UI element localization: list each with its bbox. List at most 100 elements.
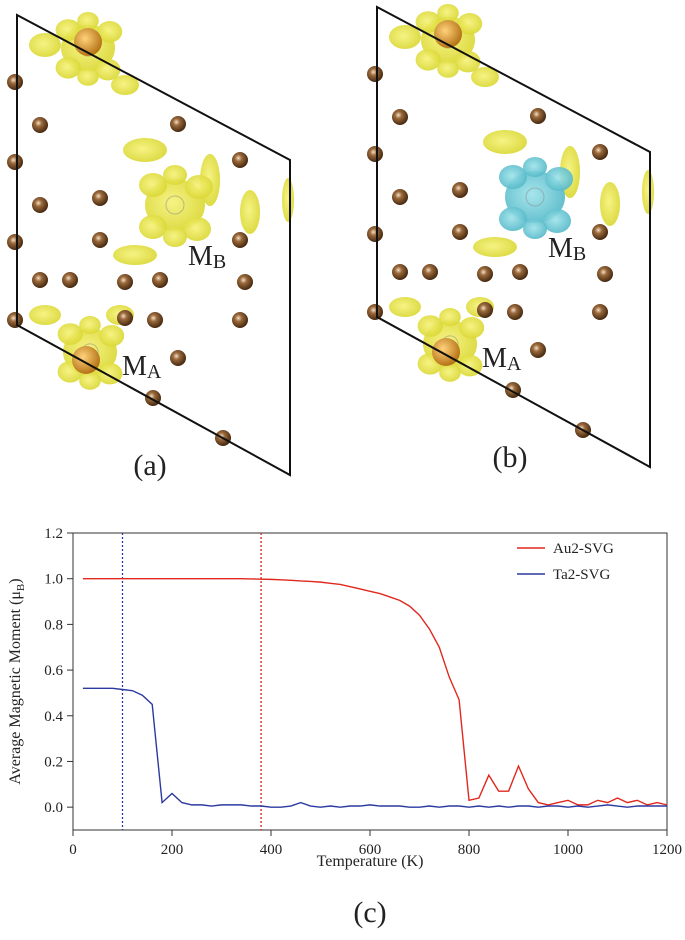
x-tick-label: 1000 [553, 842, 583, 858]
isosurface [79, 316, 101, 334]
panel-label: (a) [133, 449, 166, 482]
atom [7, 74, 23, 90]
isosurface [139, 173, 167, 197]
isosurface [29, 305, 61, 325]
atom [32, 117, 48, 133]
isosurface [439, 363, 461, 382]
atom [592, 224, 608, 240]
isosurface [415, 11, 441, 33]
site-subscript: A [147, 361, 162, 383]
isosurface-core [165, 195, 185, 215]
isosurface [113, 245, 157, 265]
site-subscript: A [507, 353, 522, 375]
isosurface [123, 138, 167, 162]
isosurface [439, 308, 461, 326]
isosurface [111, 75, 139, 95]
metal-atom [72, 346, 100, 374]
isosurface [437, 4, 459, 22]
series-line [82, 577, 668, 806]
isosurface [415, 49, 441, 71]
atom [597, 266, 613, 282]
x-axis-label: Temperature (K) [317, 853, 424, 870]
series-line [82, 687, 667, 808]
isosurface [543, 209, 571, 233]
isosurface-core [525, 187, 545, 207]
isosurface [437, 59, 459, 78]
atom [117, 310, 133, 326]
isosurface [417, 315, 443, 337]
site-subscript: B [213, 251, 226, 273]
isosurface [95, 58, 121, 81]
isosurface [57, 323, 83, 345]
atom [170, 116, 186, 132]
y-tick-label: 1.0 [44, 572, 63, 588]
site-letter: M [188, 241, 213, 272]
isosurface [523, 157, 547, 177]
isosurface [455, 50, 481, 73]
x-tick-label: 1200 [652, 842, 682, 858]
isosurface [499, 207, 527, 231]
atom [367, 304, 383, 320]
site-letter: M [548, 233, 573, 264]
atom [367, 226, 383, 242]
atom [367, 146, 383, 162]
x-tick-label: 800 [458, 842, 481, 858]
atom [170, 350, 186, 366]
atom [32, 272, 48, 288]
isosurface [499, 165, 527, 189]
isosurface [473, 237, 517, 257]
atom [152, 272, 168, 288]
isosurface [389, 25, 421, 49]
atom [32, 197, 48, 213]
atom [62, 272, 78, 288]
atom [477, 302, 493, 318]
atom [92, 232, 108, 248]
y-tick-label: 0.8 [44, 617, 63, 633]
isosurface [55, 57, 81, 79]
x-tick-label: 600 [359, 842, 382, 858]
x-tick-label: 400 [260, 842, 283, 858]
atom [92, 190, 108, 206]
y-tick-label: 0.0 [44, 800, 63, 816]
y-tick-label: 0.4 [44, 709, 63, 725]
atom [117, 274, 133, 290]
panel-label: (c) [353, 896, 386, 929]
isosurface [471, 67, 499, 87]
y-axis-label-part: B [15, 584, 27, 591]
atom [7, 154, 23, 170]
x-tick-label: 200 [161, 842, 184, 858]
atom [392, 264, 408, 280]
atom [392, 189, 408, 205]
isosurface [29, 33, 61, 57]
atom [7, 312, 23, 328]
panel-label: (b) [493, 441, 528, 474]
atom [507, 304, 523, 320]
isosurface [55, 19, 81, 41]
atom [452, 224, 468, 240]
chart: 0 200 400 600 800 1000 1200 0.0 0.2 0.4 0.6 0.8 1.0 1… [7, 526, 682, 929]
site-label: MA [122, 351, 162, 383]
atom [367, 66, 383, 82]
atom [530, 342, 546, 358]
atom [422, 264, 438, 280]
cell-outline [16, 13, 291, 477]
isosurface [282, 178, 294, 222]
x-tick-label: 0 [69, 842, 77, 858]
legend-label: Au2-SVG [553, 541, 614, 557]
atom [452, 182, 468, 198]
atom [7, 234, 23, 250]
isosurface [523, 219, 547, 239]
atom [592, 304, 608, 320]
atom [232, 152, 248, 168]
legend-label: Ta2-SVG [553, 567, 610, 583]
isosurface [600, 182, 620, 226]
site-letter: M [122, 351, 147, 382]
isosurface [642, 170, 654, 214]
y-tick-label: 1.2 [44, 526, 63, 542]
isosurface [183, 217, 211, 241]
atom [392, 109, 408, 125]
y-axis-label-part: Average Magnetic Moment (μ [7, 591, 24, 785]
isosurface [97, 21, 123, 43]
isosurface [99, 325, 125, 347]
